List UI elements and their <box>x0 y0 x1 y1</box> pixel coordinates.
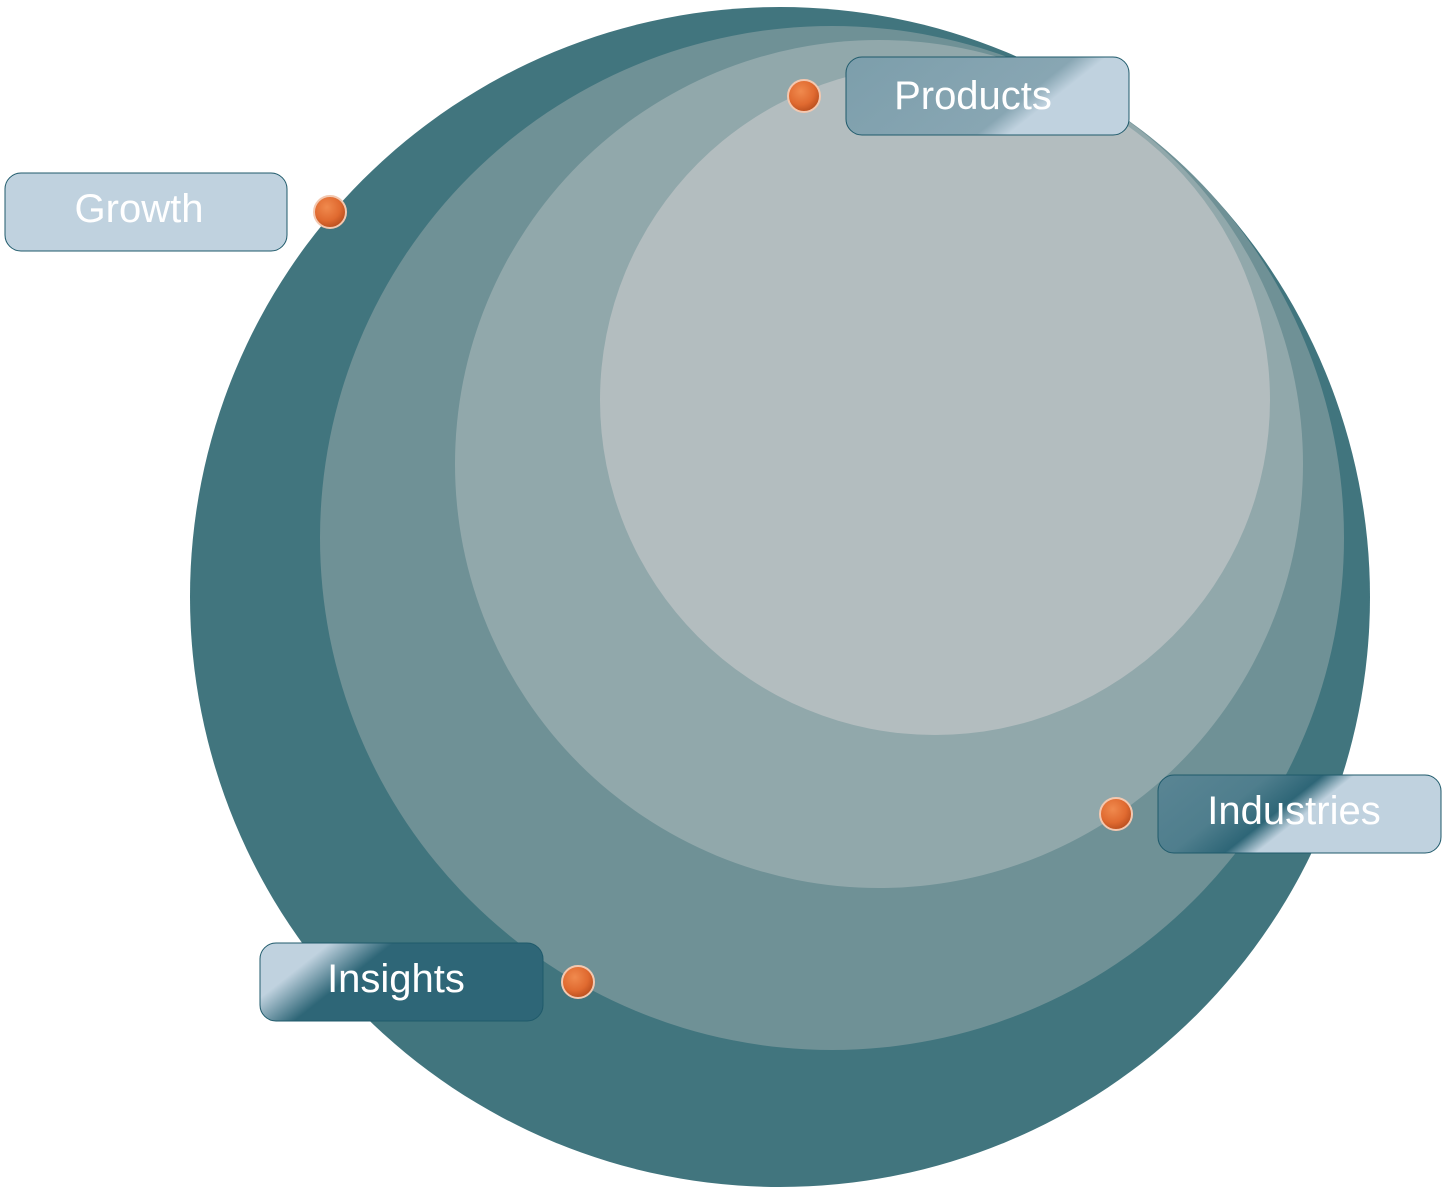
label-box-products <box>845 56 1130 136</box>
dot-insights <box>561 965 595 999</box>
label-box-insights <box>259 942 544 1022</box>
callout-products: Products <box>787 56 1130 136</box>
dot-industries <box>1099 797 1133 831</box>
label-growth: Growth <box>75 187 204 231</box>
label-box-growth <box>4 172 288 252</box>
label-products: Products <box>894 74 1052 118</box>
label-insights: Insights <box>327 957 465 1001</box>
dot-growth <box>313 195 347 229</box>
circle-layers <box>190 7 1370 1187</box>
circle-layer-inner <box>600 65 1270 735</box>
callout-growth: Growth <box>4 172 347 252</box>
callout-industries: Industries <box>1099 774 1442 854</box>
dot-products <box>787 79 821 113</box>
callout-insights: Insights <box>259 942 595 1022</box>
label-box-industries <box>1157 774 1442 854</box>
label-industries: Industries <box>1207 789 1380 833</box>
